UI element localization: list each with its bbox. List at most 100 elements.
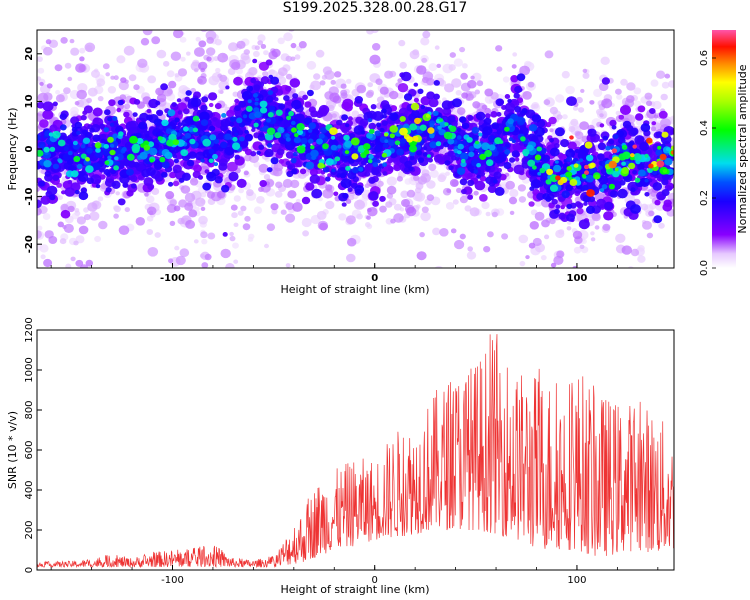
- heatmap-cell: [84, 132, 92, 139]
- heatmap-cell: [247, 236, 254, 242]
- heatmap-cell: [214, 39, 222, 46]
- heatmap-cell: [148, 98, 159, 109]
- heatmap-cell: [514, 157, 520, 162]
- heatmap-cell: [64, 62, 72, 69]
- heatmap-cell: [244, 154, 252, 162]
- heatmap-cell: [85, 259, 94, 267]
- heatmap-cell: [188, 16, 193, 21]
- heatmap-cell: [643, 18, 651, 25]
- heatmap-cell: [253, 84, 261, 91]
- heatmap-cell: [292, 93, 299, 99]
- heatmap-cell: [173, 30, 184, 39]
- heatmap-cell: [287, 190, 297, 199]
- heatmap-cell: [565, 85, 575, 95]
- heatmap-cell: [160, 83, 169, 91]
- heatmap-cell: [400, 190, 409, 199]
- heatmap-cell: [140, 37, 150, 46]
- heatmap-cell: [291, 168, 298, 175]
- heatmap-cell: [230, 204, 238, 211]
- heatmap-cell: [318, 196, 323, 202]
- heatmap-cell: [186, 159, 195, 167]
- heatmap-cell: [42, 109, 54, 120]
- heatmap-cell: [549, 218, 556, 225]
- heatmap-cell: [285, 151, 294, 159]
- heatmap-cell: [99, 167, 105, 173]
- heatmap-cell: [527, 133, 537, 142]
- heatmap-cell: [43, 46, 53, 56]
- heatmap-cell: [655, 131, 663, 138]
- heatmap-cell: [234, 154, 241, 160]
- heatmap-cell: [408, 166, 414, 172]
- heatmap-cell: [260, 76, 270, 85]
- heatmap-cell: [173, 169, 178, 174]
- heatmap-cell: [195, 36, 201, 42]
- heatmap-cell: [627, 266, 634, 268]
- heatmap-cell: [130, 175, 138, 182]
- heatmap-cell: [527, 81, 535, 88]
- heatmap-cell: [654, 199, 661, 206]
- heatmap-cell: [156, 93, 167, 103]
- heatmap-cell: [283, 32, 293, 42]
- heatmap-cell: [108, 99, 116, 107]
- heatmap-cell: [171, 102, 177, 107]
- heatmap-cell: [397, 78, 403, 83]
- heatmap-cell: [283, 101, 294, 111]
- heatmap-cell: [325, 200, 335, 210]
- heatmap-cell: [64, 187, 76, 197]
- heatmap-cell: [640, 123, 651, 132]
- heatmap-cell: [135, 217, 145, 226]
- heatmap-cell: [491, 122, 500, 130]
- heatmap-cell: [660, 93, 668, 101]
- heatmap-cell: [555, 204, 561, 209]
- heatmap-cell: [243, 49, 250, 55]
- heatmap-cell: [105, 187, 112, 193]
- heatmap-cell: [384, 70, 394, 79]
- heatmap-cell: [87, 87, 98, 97]
- heatmap-cell: [234, 320, 244, 329]
- heatmap-cell: [396, 176, 403, 182]
- heatmap-cell: [107, 86, 117, 94]
- heatmap-cell: [382, 114, 387, 119]
- heatmap-cell: [575, 96, 583, 104]
- heatmap-cell: [551, 198, 558, 205]
- heatmap-cell: [635, 113, 644, 121]
- heatmap-cell: [503, 161, 512, 170]
- heatmap-cell: [38, 180, 45, 187]
- heatmap-cell: [379, 127, 385, 133]
- heatmap-cell: [456, 127, 462, 132]
- heatmap-cell: [201, 96, 209, 103]
- heatmap-cell: [260, 44, 267, 49]
- heatmap-cell: [59, 113, 67, 120]
- heatmap-cell: [242, 223, 251, 231]
- heatmap-cell: [420, 37, 430, 46]
- heatmap-cell: [367, 82, 374, 88]
- heatmap-cell: [464, 205, 472, 212]
- heatmap-cell: [233, 259, 239, 264]
- heatmap-cell: [37, 76, 42, 81]
- heatmap-cell: [37, 187, 40, 192]
- heatmap-cell: [166, 70, 175, 78]
- heatmap-cell: [39, 81, 44, 86]
- heatmap-cell: [566, 226, 572, 231]
- heatmap-cell: [301, 196, 311, 205]
- heatmap-cell: [483, 117, 492, 125]
- heatmap-cell: [387, 166, 394, 172]
- heatmap-cell: [555, 284, 562, 291]
- heatmap-cell: [642, 220, 652, 230]
- heatmap-cell: [567, 141, 577, 150]
- heatmap-cell: [372, 43, 381, 51]
- heatmap-cell: [177, 68, 188, 77]
- heatmap-cell: [347, 187, 353, 193]
- heatmap-cell: [294, 54, 301, 60]
- heatmap-cell: [416, 65, 427, 75]
- heatmap-cell: [426, 180, 436, 189]
- heatmap-cell: [439, 228, 449, 237]
- heatmap-cell: [200, 206, 206, 211]
- heatmap-cell: [37, 101, 45, 109]
- heatmap-cell: [128, 161, 136, 168]
- heatmap-cell: [456, 107, 466, 115]
- heatmap-cell: [467, 194, 473, 200]
- heatmap-cell: [280, 209, 287, 215]
- heatmap-cell: [643, 163, 650, 169]
- heatmap-cell: [124, 103, 131, 110]
